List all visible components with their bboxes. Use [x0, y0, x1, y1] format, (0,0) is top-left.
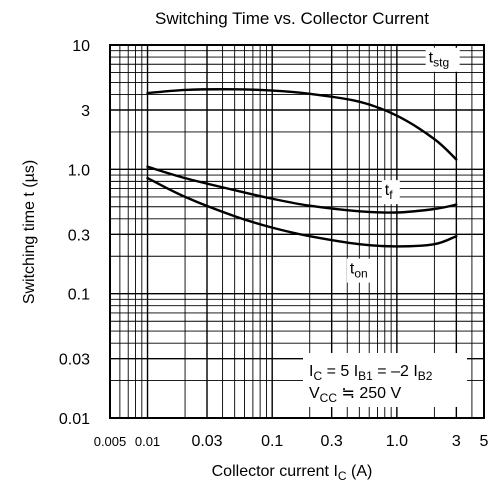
x-tick-label: 0.3 [321, 433, 343, 450]
annotation-line-1: IC = 5 IB1 = –2 IB2 [309, 363, 433, 383]
y-tick-label: 0.1 [68, 287, 90, 304]
annotation-background [303, 353, 467, 407]
x-tick-label: 0.01 [135, 434, 160, 449]
x-axis-label-symbol: I [333, 463, 337, 480]
series-label-ton: ton [350, 261, 368, 281]
y-axis-label: Switching time t (µs) [21, 160, 38, 304]
x-tick-label: 0.005 [94, 434, 127, 449]
x-tick-label: 0.03 [191, 433, 222, 450]
x-tick-labels: 0.005 0.01 0.03 0.1 0.3 1.0 3 5 [94, 433, 489, 450]
annotation-line-2: VCC ≒ 250 V [309, 385, 401, 405]
x-tick-label: 1.0 [386, 433, 408, 450]
x-axis-label-main: Collector current [212, 463, 330, 480]
series-label-ton-bg [346, 258, 373, 283]
plot-frame [109, 44, 485, 419]
y-tick-label: 3 [81, 103, 90, 120]
y-tick-label: 0.03 [59, 352, 90, 369]
y-tick-label: 1.0 [68, 162, 90, 179]
curves [146, 88, 458, 248]
condition-annotation: IC = 5 IB1 = –2 IB2 VCC ≒ 250 V [303, 353, 467, 407]
curve-ton [146, 176, 458, 248]
x-tick-label: 0.1 [261, 433, 283, 450]
series-label-tstg: tstg [429, 50, 449, 70]
y-tick-label: 0.3 [68, 227, 90, 244]
y-tick-label: 10 [72, 38, 90, 55]
x-tick-label: 5 [480, 433, 489, 450]
series-label-tstg-bg [425, 47, 460, 72]
y-tick-labels: 10 3 1.0 0.3 0.1 0.03 0.01 [59, 38, 90, 428]
curve-tstg [146, 88, 458, 161]
x-axis-label-sub: C [338, 469, 347, 483]
curve-tf [146, 165, 458, 214]
series-labels: tstg tf ton [346, 47, 460, 283]
y-tick-label: 0.01 [59, 411, 90, 428]
x-axis-label: Collector current IC (A) [212, 463, 373, 483]
x-axis-label-unit: (A) [351, 463, 372, 480]
x-tick-label: 3 [452, 433, 461, 450]
chart-title: Switching Time vs. Collector Current [155, 9, 429, 28]
series-label-tf-bg [381, 180, 400, 205]
series-label-tf: tf [385, 182, 393, 202]
